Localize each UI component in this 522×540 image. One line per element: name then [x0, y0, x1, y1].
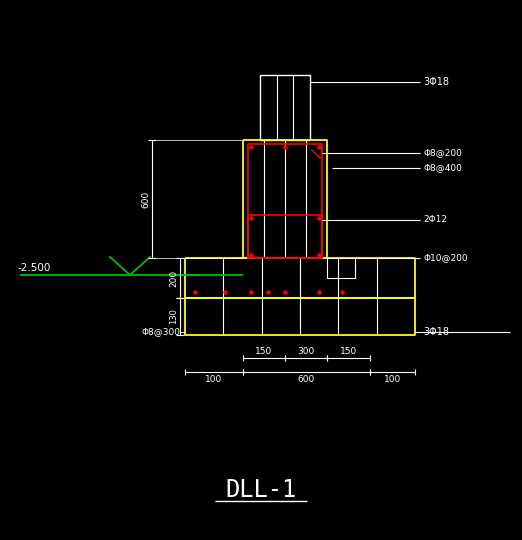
Text: Φ8@200: Φ8@200	[423, 148, 462, 158]
Text: 200: 200	[170, 269, 179, 287]
Text: 150: 150	[255, 348, 272, 356]
Text: 100: 100	[205, 375, 222, 383]
Text: Φ10@200: Φ10@200	[423, 253, 468, 262]
Text: 3Φ18: 3Φ18	[423, 327, 449, 337]
Text: 150: 150	[340, 348, 357, 356]
Text: 3Φ18: 3Φ18	[423, 77, 449, 87]
Text: DLL-1: DLL-1	[226, 478, 296, 502]
Text: 600: 600	[298, 375, 315, 383]
Text: 100: 100	[384, 375, 401, 383]
Text: 600: 600	[141, 191, 150, 207]
Text: Φ8@300: Φ8@300	[141, 327, 180, 336]
Text: 2Φ12: 2Φ12	[423, 215, 447, 225]
Text: -2.500: -2.500	[18, 263, 51, 273]
Text: 130: 130	[170, 308, 179, 325]
Text: Φ8@400: Φ8@400	[423, 164, 462, 172]
Text: 300: 300	[298, 348, 315, 356]
